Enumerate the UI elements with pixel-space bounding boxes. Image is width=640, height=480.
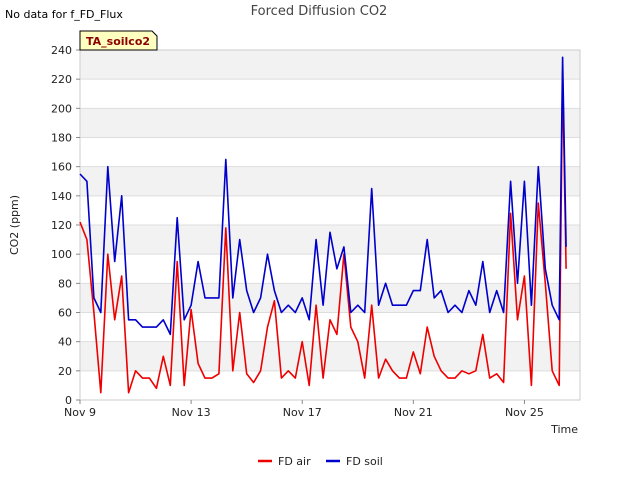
y-tick-label: 140 bbox=[51, 190, 72, 203]
plot-band bbox=[80, 283, 580, 313]
y-tick-label: 40 bbox=[58, 336, 72, 349]
badge: TA_soilco2 bbox=[79, 30, 158, 51]
series-line-fd-air bbox=[79, 71, 567, 394]
y-tick-label: 160 bbox=[51, 161, 72, 174]
series-layer bbox=[79, 56, 567, 394]
y-tick-label: 20 bbox=[58, 365, 72, 378]
chart-title: Forced Diffusion CO2 bbox=[251, 4, 388, 19]
y-tick-label: 60 bbox=[58, 307, 72, 320]
x-axis: Nov 9 Nov 13 Nov 17 Nov 21 Nov 25 bbox=[64, 400, 544, 419]
series-line-fd-soil bbox=[79, 56, 567, 336]
y-axis: 0 20 40 60 80 100 120 140 160 180 200 220 240 bbox=[51, 44, 80, 407]
y-tick-label: 120 bbox=[51, 219, 72, 232]
y-tick-label: 100 bbox=[51, 248, 72, 261]
y-tick-label: 200 bbox=[51, 102, 72, 115]
y-tick-label: 240 bbox=[51, 44, 72, 57]
plot-bands bbox=[80, 50, 580, 371]
y-tick-label: 180 bbox=[51, 132, 72, 145]
plot-band bbox=[80, 166, 580, 196]
plot-band bbox=[80, 50, 580, 80]
x-tick-label: Nov 21 bbox=[394, 406, 433, 419]
x-tick-label: Nov 9 bbox=[64, 406, 96, 419]
legend-label-fd-soil: FD soil bbox=[346, 455, 383, 468]
y-tick-label: 80 bbox=[58, 277, 72, 290]
legend: FD air FD soil bbox=[258, 455, 383, 468]
x-tick-label: Nov 17 bbox=[283, 406, 322, 419]
badge-box bbox=[79, 30, 158, 51]
x-axis-label: Time bbox=[550, 423, 578, 436]
x-tick-label: Nov 25 bbox=[505, 406, 544, 419]
x-tick-label: Nov 13 bbox=[172, 406, 211, 419]
y-axis-label: CO2 (ppm) bbox=[8, 195, 21, 255]
badge-label: TA_soilco2 bbox=[86, 35, 150, 48]
legend-label-fd-air: FD air bbox=[278, 455, 311, 468]
plot-band bbox=[80, 108, 580, 138]
y-tick-label: 0 bbox=[65, 394, 72, 407]
y-tick-label: 220 bbox=[51, 73, 72, 86]
no-data-note: No data for f_FD_Flux bbox=[5, 8, 123, 21]
